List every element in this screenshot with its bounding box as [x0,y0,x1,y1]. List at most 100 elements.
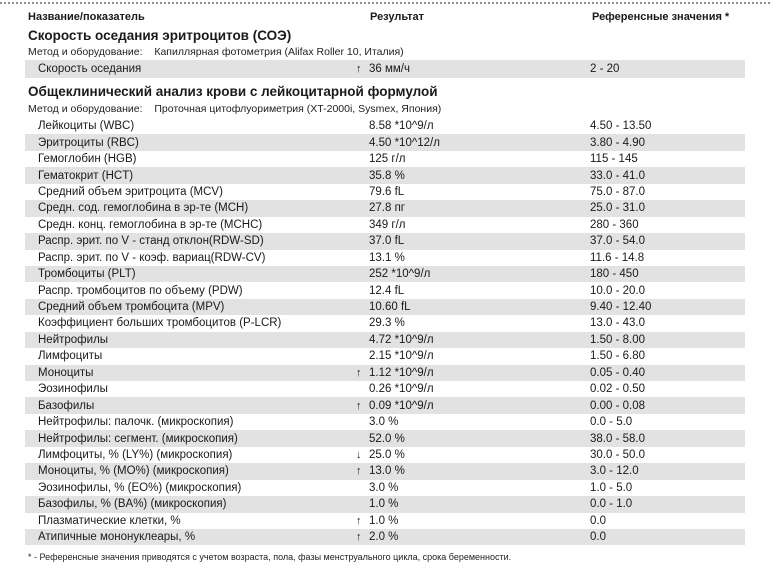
row-parameter-name: Нейтрофилы [38,333,109,346]
table-row: Базофилы, % (BA%) (микроскопия) 1.0 % 0.… [25,496,745,513]
row-reference-range: 0.0 [590,514,606,527]
method-label: Метод и оборудование: [28,46,149,58]
row-result-value: 0.26 *10^9/л [369,383,434,396]
table-row: Лимфоциты, % (LY%) (микроскопия) ↓ 25.0 … [25,446,745,464]
method-line: Метод и оборудование: Проточная цитофлуо… [28,103,770,116]
arrow-up-icon: ↑ [356,465,362,478]
row-parameter-name: Средний объем тромбоцита (MPV) [38,301,225,314]
row-parameter-name: Атипичные мононуклеары, % [38,531,196,544]
row-parameter-name: Распр. эрит. по V - станд отклон(RDW-SD) [38,235,264,248]
test-section: Скорость оседания эритроцитов (СОЭ) Мето… [0,28,770,78]
table-row: Эозинофилы, % (EO%) (микроскопия) 3.0 % … [25,479,745,497]
table-row: Нейтрофилы: сегмент. (микроскопия) 52.0 … [25,430,745,447]
row-reference-range: 30.0 - 50.0 [590,448,645,461]
row-reference-range: 13.0 - 43.0 [590,317,645,330]
row-reference-range: 9.40 - 12.40 [590,301,652,314]
row-reference-range: 0.05 - 0.40 [590,366,645,379]
row-parameter-name: Коэффициент больших тромбоцитов (P-LCR) [38,317,282,330]
table-row: Нейтрофилы 4.72 *10^9/л 1.50 - 8.00 [25,331,745,349]
row-reference-range: 180 - 450 [590,268,639,281]
report-sections: Скорость оседания эритроцитов (СОЭ) Мето… [0,28,770,546]
row-result-value: 2.0 % [369,531,399,544]
section-title: Общеклинический анализ крови с лейкоцита… [28,84,438,99]
table-header-row: Название/показатель Результат Референсны… [0,4,770,27]
row-reference-range: 4.50 - 13.50 [590,120,652,133]
row-reference-range: 37.0 - 54.0 [590,235,645,248]
table-row: Распр. эрит. по V - коэф. вариац(RDW-CV)… [25,249,745,266]
row-result-value: 25.0 % [369,448,405,461]
column-header-name: Название/показатель [28,11,145,23]
row-result-value: 35.8 % [369,169,405,182]
row-reference-range: 0.02 - 0.50 [590,383,645,396]
row-parameter-name: Распр. тромбоцитов по объему (PDW) [38,284,243,297]
row-parameter-name: Скорость оседания [38,63,142,75]
method-label: Метод и оборудование: [28,103,149,115]
row-parameter-name: Базофилы, % (BA%) (микроскопия) [38,498,227,511]
row-result-value: 12.4 fL [369,284,405,297]
table-row: Моноциты, % (MO%) (микроскопия) ↑ 13.0 %… [25,463,745,480]
section-rows: Лейкоциты (WBC) 8.58 *10^9/л 4.50 - 13.5… [25,118,745,546]
table-row: Средн. конц. гемоглобина в эр-те (MCHC) … [25,216,745,234]
row-parameter-name: Эозинофилы [38,383,108,396]
table-row: Коэффициент больших тромбоцитов (P-LCR) … [25,315,745,332]
row-parameter-name: Плазматические клетки, % [38,514,181,527]
row-result-value: 4.72 *10^9/л [369,333,434,346]
row-reference-range: 280 - 360 [590,218,639,231]
arrow-up-icon: ↑ [356,531,362,544]
table-row: Распр. эрит. по V - станд отклон(RDW-SD)… [25,233,745,250]
row-parameter-name: Эозинофилы, % (EO%) (микроскопия) [38,481,242,494]
table-row: Эозинофилы 0.26 *10^9/л 0.02 - 0.50 [25,381,745,398]
row-parameter-name: Лимфоциты [38,350,103,363]
row-result-value: 3.0 % [369,416,399,429]
column-header-result: Результат [370,11,425,23]
row-result-value: 79.6 fL [369,185,405,198]
row-parameter-name: Лейкоциты (WBC) [38,120,135,133]
row-parameter-name: Моноциты [38,366,94,379]
arrow-down-icon: ↓ [356,448,362,461]
table-row: Скорость оседания ↑ 36 мм/ч 2 - 20 [25,60,745,78]
row-reference-range: 3.80 - 4.90 [590,136,645,149]
row-parameter-name: Тромбоциты (PLT) [38,268,136,281]
table-row: Тромбоциты (PLT) 252 *10^9/л 180 - 450 [25,265,745,283]
table-row: Базофилы ↑ 0.09 *10^9/л 0.00 - 0.08 [25,397,745,414]
column-header-reference: Референсные значения * [592,11,730,23]
table-row: Гематокрит (HCT) 35.8 % 33.0 - 41.0 [25,167,745,184]
arrow-up-icon: ↑ [356,366,362,379]
row-reference-range: 0.0 - 1.0 [590,498,633,511]
row-reference-range: 0.0 - 5.0 [590,416,633,429]
row-parameter-name: Моноциты, % (MO%) (микроскопия) [38,465,229,478]
row-reference-range: 10.0 - 20.0 [590,284,645,297]
row-parameter-name: Нейтрофилы: палочк. (микроскопия) [38,416,234,429]
row-parameter-name: Базофилы [38,399,95,412]
method-line: Метод и оборудование: Капиллярная фотоме… [28,46,770,59]
row-parameter-name: Эритроциты (RBC) [38,136,139,149]
table-row: Нейтрофилы: палочк. (микроскопия) 3.0 % … [25,413,745,431]
table-row: Моноциты ↑ 1.12 *10^9/л 0.05 - 0.40 [25,364,745,381]
row-result-value: 1.0 % [369,498,399,511]
row-parameter-name: Средн. сод. гемоглобина в эр-те (MCH) [38,202,249,215]
row-result-value: 1.12 *10^9/л [369,366,434,379]
table-row: Эритроциты (RBC) 4.50 *10^12/л 3.80 - 4.… [25,134,745,151]
row-parameter-name: Лимфоциты, % (LY%) (микроскопия) [38,448,233,461]
section-rows: Скорость оседания ↑ 36 мм/ч 2 - 20 [25,60,745,78]
arrow-up-icon: ↑ [356,514,362,527]
table-row: Лейкоциты (WBC) 8.58 *10^9/л 4.50 - 13.5… [25,118,745,135]
row-parameter-name: Нейтрофилы: сегмент. (микроскопия) [38,432,238,445]
table-row: Атипичные мононуклеары, % ↑ 2.0 % 0.0 [25,528,745,546]
row-reference-range: 2 - 20 [590,63,620,75]
row-result-value: 52.0 % [369,432,405,445]
row-reference-range: 38.0 - 58.0 [590,432,645,445]
row-reference-range: 11.6 - 14.8 [590,251,645,264]
row-result-value: 27.8 пг [369,202,405,215]
test-section: Общеклинический анализ крови с лейкоцита… [0,84,770,546]
row-parameter-name: Средний объем эритроцита (MCV) [38,185,223,198]
arrow-up-icon: ↑ [356,63,362,75]
row-result-value: 252 *10^9/л [369,268,431,281]
row-result-value: 29.3 % [369,317,405,330]
row-result-value: 13.0 % [369,465,405,478]
row-reference-range: 1.0 - 5.0 [590,481,633,494]
arrow-up-icon: ↑ [356,399,362,412]
table-row: Средн. сод. гемоглобина в эр-те (MCH) 27… [25,200,745,217]
row-parameter-name: Гематокрит (HCT) [38,169,134,182]
